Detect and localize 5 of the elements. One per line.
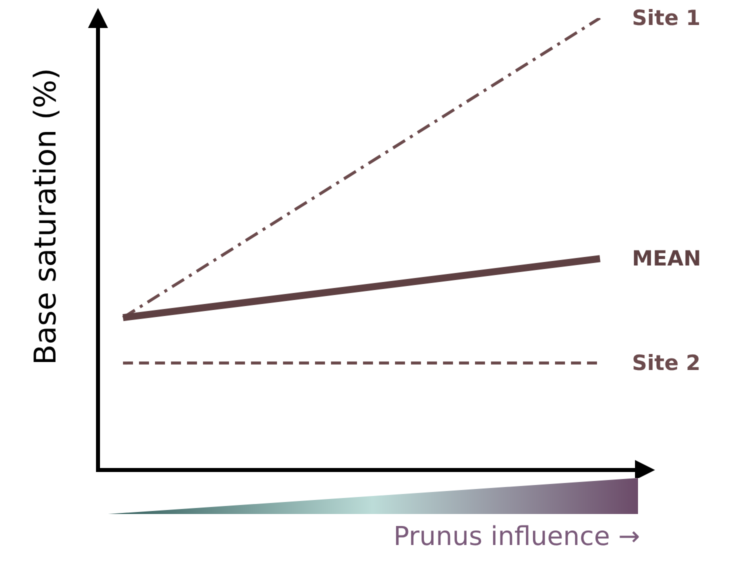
x-axis-title: Prunus influence → [393,522,640,552]
series-label: Site 1 [632,6,701,30]
y-axis-title: Base saturation (%) [28,68,64,365]
series-label: Site 2 [632,351,701,376]
series-label: MEAN [632,246,702,271]
